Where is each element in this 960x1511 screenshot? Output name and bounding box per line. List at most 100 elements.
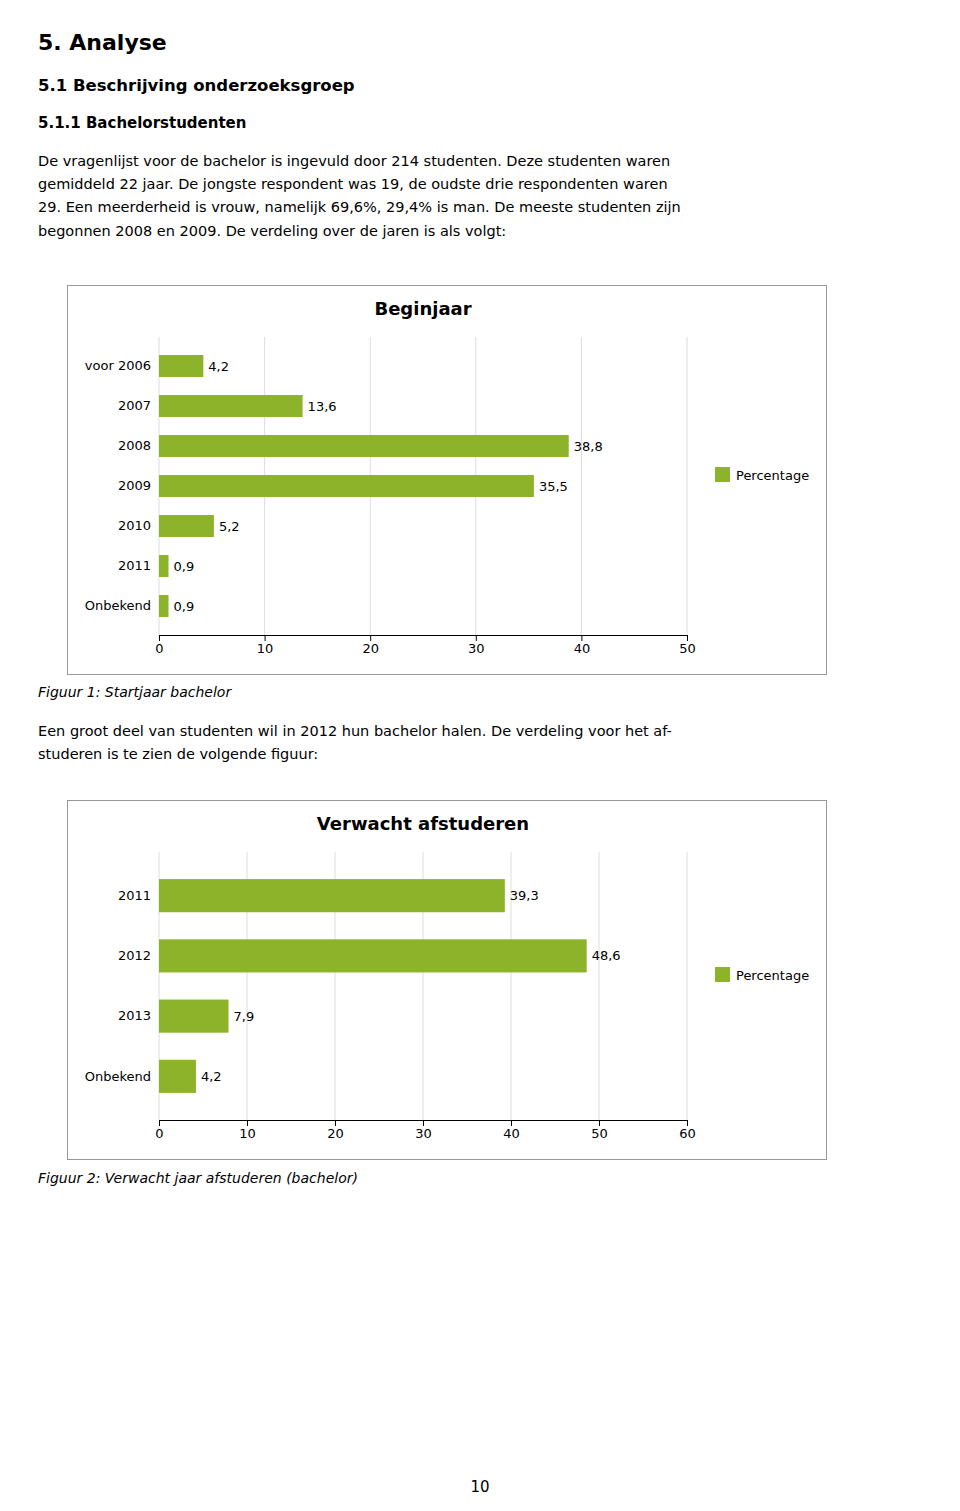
bar [159, 435, 569, 457]
y-tick: voor 2006 [85, 358, 159, 373]
tick-label: 40 [503, 1126, 520, 1141]
caption: Figuur 2: Verwacht jaar afstuderen (bach… [38, 1170, 358, 1186]
tick-label: Onbekend [85, 598, 151, 613]
legend-swatch [715, 967, 730, 982]
grid [159, 337, 687, 635]
tick-mark [476, 635, 477, 641]
legend-item: Percentage [715, 467, 809, 483]
tick-mark [335, 1120, 336, 1126]
bars [159, 879, 587, 1093]
grid-line [687, 852, 688, 1120]
tick-label: voor 2006 [85, 358, 151, 373]
grid [159, 852, 687, 1120]
tick-mark [159, 635, 160, 641]
x-tick: 10 [239, 1120, 256, 1141]
legend-item: Percentage [715, 967, 809, 983]
tick-label: 10 [257, 641, 274, 656]
bar [159, 1060, 196, 1093]
data-label: 38,8 [574, 439, 603, 454]
data-label: 48,6 [592, 948, 621, 963]
tick-mark [511, 1120, 512, 1126]
tick-mark [159, 1120, 160, 1126]
y-tick: 2007 [118, 398, 159, 413]
tick-mark [423, 1120, 424, 1126]
y-tick: 2011 [118, 558, 159, 573]
legend: Percentage [715, 967, 809, 983]
tick-label: 2007 [118, 398, 151, 413]
bar [159, 595, 169, 617]
tick-label: 2008 [118, 438, 151, 453]
bars [159, 355, 569, 617]
tick-label: 2009 [118, 478, 151, 493]
x-tick: 30 [468, 635, 485, 656]
chart: Beginjaar01020304050voor 200620072008200… [67, 285, 827, 675]
chart-frame [68, 286, 827, 675]
tick-label: 20 [327, 1126, 344, 1141]
x-tick: 40 [503, 1120, 520, 1141]
tick-label: 30 [415, 1126, 432, 1141]
tick-label: 0 [155, 1126, 163, 1141]
tick-label: 40 [574, 641, 591, 656]
bar [159, 395, 303, 417]
y-axis: 201120122013Onbekend [85, 888, 159, 1084]
tick-mark [581, 635, 582, 641]
data-label: 0,9 [174, 559, 195, 574]
tick-label: 20 [362, 641, 379, 656]
y-tick: 2010 [118, 518, 159, 533]
bar [159, 355, 203, 377]
y-tick: 2008 [118, 438, 159, 453]
tick-mark [247, 1120, 248, 1126]
tick-label: 30 [468, 641, 485, 656]
x-tick: 20 [362, 635, 379, 656]
axis-line [160, 1121, 688, 1127]
chart-title: Beginjaar [374, 298, 471, 319]
grid-line [581, 337, 582, 635]
legend-label: Percentage [736, 968, 809, 983]
x-axis: 01020304050 [155, 635, 695, 656]
page-title: 5. Analyse [38, 30, 167, 55]
x-tick: 0 [155, 1120, 163, 1141]
chart-frame [68, 801, 827, 1160]
y-tick: 2011 [118, 888, 159, 903]
tick-label: 2013 [118, 1008, 151, 1023]
y-tick: 2013 [118, 1008, 159, 1023]
x-tick: 50 [679, 635, 696, 656]
x-tick: 30 [415, 1120, 432, 1141]
data-label: 35,5 [539, 479, 568, 494]
axis-line [160, 636, 688, 642]
legend: Percentage [715, 467, 809, 483]
chart-title: Verwacht afstuderen [317, 813, 529, 834]
legend-label: Percentage [736, 468, 809, 483]
y-axis: voor 2006 2007 2008 2009 2010 2011 Onbekend [85, 358, 159, 613]
body-text: De vragenlijst voor de bachelor is ingev… [38, 150, 681, 243]
bar [159, 879, 505, 912]
tick-mark [370, 635, 371, 641]
tick-label: 50 [591, 1126, 608, 1141]
data-labels: 39,348,67,94,2 [201, 888, 621, 1084]
caption: Figuur 1: Startjaar bachelor [38, 684, 231, 700]
tick-label: 2012 [118, 948, 151, 963]
grid-line [599, 852, 600, 1120]
chart: Verwacht afstuderen010203040506020112012… [67, 800, 827, 1160]
y-tick: 2009 [118, 478, 159, 493]
data-label: 0,9 [174, 599, 195, 614]
page-number: 10 [0, 1478, 960, 1496]
x-tick: 20 [327, 1120, 344, 1141]
data-labels: 4,213,638,835,55,20,90,9 [174, 359, 603, 614]
bar [159, 555, 169, 577]
bar [159, 1000, 229, 1033]
data-label: 4,2 [201, 1069, 222, 1084]
x-axis: 0102030405060 [155, 1120, 695, 1141]
x-tick: 40 [574, 635, 591, 656]
tick-mark [687, 1120, 688, 1126]
tick-label: 2011 [118, 888, 151, 903]
data-label: 13,6 [308, 399, 337, 414]
bar [159, 515, 214, 537]
tick-label: 2010 [118, 518, 151, 533]
bar [159, 939, 587, 972]
plot: 0102030405060201120122013Onbekend39,348,… [85, 852, 696, 1141]
tick-mark [687, 635, 688, 641]
tick-label: 50 [679, 641, 696, 656]
tick-mark [599, 1120, 600, 1126]
y-tick: Onbekend [85, 598, 159, 613]
